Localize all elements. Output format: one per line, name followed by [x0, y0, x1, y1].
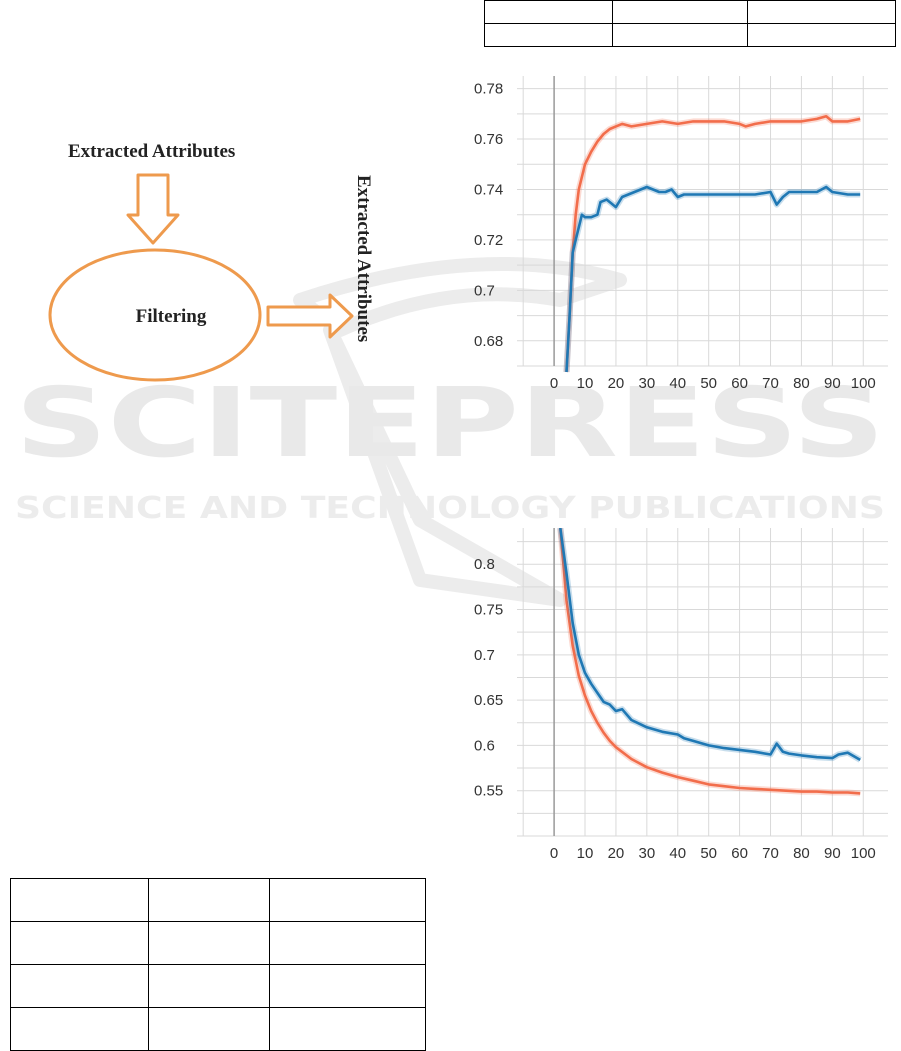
filtering-ellipse — [48, 248, 262, 382]
table-cell — [10, 1007, 149, 1051]
series-0-shadow — [557, 527, 861, 797]
y-tick-label: 0.65 — [474, 692, 503, 709]
table-cell — [10, 921, 149, 965]
x-tick-label: 0 — [550, 375, 558, 392]
chart-bottom-svg: 0 10 20 30 40 50 60 70 80 90 100 0.55 0.6 0.65 0.7 0.75… — [474, 527, 888, 862]
filtering-diagram: Extracted Attributes Filtering Extracted… — [48, 141, 374, 382]
x-tick-label: 80 — [793, 845, 810, 862]
table-cell — [10, 878, 149, 922]
chart-top: 0 10 20 30 40 50 60 70 80 90 100 0.68 0.7 0.72 0.74 0.7… — [462, 76, 888, 404]
x-tick-label: 40 — [669, 845, 686, 862]
x-tick-label: 30 — [639, 845, 656, 862]
table-cell — [611, 23, 749, 47]
bottom-table — [10, 878, 426, 1051]
series-1-shadow — [557, 527, 862, 763]
table-cell — [147, 964, 271, 1008]
top-table — [484, 0, 896, 47]
x-tick-label: 10 — [577, 845, 594, 862]
x-tick-label: 60 — [731, 375, 748, 392]
x-tick-label: 50 — [700, 375, 717, 392]
process-label: Filtering — [136, 306, 207, 327]
x-tick-label: 0 — [550, 845, 558, 862]
table-cell — [484, 0, 613, 24]
y-tick-label: 0.75 — [474, 602, 503, 619]
table-cell — [269, 878, 426, 922]
down-arrow-icon — [126, 173, 180, 245]
table-cell — [611, 0, 749, 24]
x-tick-label: 50 — [700, 845, 717, 862]
x-tick-label: 100 — [851, 375, 876, 392]
y-tick-label: 0.74 — [474, 181, 503, 198]
table-row — [10, 921, 426, 965]
x-tick-label: 20 — [608, 845, 625, 862]
y-tick-label: 0.6 — [474, 737, 495, 754]
x-tick-label: 30 — [639, 375, 656, 392]
chart-bottom: 0 10 20 30 40 50 60 70 80 90 100 0.55 0.6 0.65 0.7 0.75… — [462, 527, 888, 880]
series-1-line — [559, 527, 861, 762]
x-tick-label: 90 — [824, 845, 841, 862]
x-tick-label: 90 — [824, 375, 841, 392]
y-tick-label: 0.7 — [474, 282, 495, 299]
y-tick-label: 0.76 — [474, 131, 503, 148]
table-cell — [147, 921, 271, 965]
table-row — [10, 1007, 426, 1051]
table-cell — [147, 1007, 271, 1051]
series-0-shadow — [563, 113, 861, 373]
x-tick-label: 10 — [577, 375, 594, 392]
table-row — [484, 0, 896, 24]
y-tick-label: 0.68 — [474, 333, 503, 350]
chart-top-svg: 0 10 20 30 40 50 60 70 80 90 100 0.68 0.7 0.72 0.74 0.7… — [474, 76, 888, 392]
y-tick-label: 0.55 — [474, 783, 503, 800]
y-tick-label: 0.7 — [474, 647, 495, 664]
table-cell — [269, 1007, 426, 1051]
input-label: Extracted Attributes — [68, 141, 235, 162]
output-label: Extracted Attributes — [353, 175, 374, 342]
x-tick-label: 100 — [851, 845, 876, 862]
table-cell — [484, 23, 613, 47]
x-tick-label: 70 — [762, 845, 779, 862]
table-cell — [147, 878, 271, 922]
series-0-line — [565, 114, 861, 373]
y-tick-label: 0.72 — [474, 232, 503, 249]
watermark-subtitle: SCIENCE AND TECHNOLOGY PUBLICATIONS — [15, 491, 885, 526]
table-row — [10, 964, 426, 1008]
right-arrow-icon — [266, 293, 354, 339]
x-tick-label: 70 — [762, 375, 779, 392]
table-cell — [269, 964, 426, 1008]
y-tick-label: 0.8 — [474, 556, 495, 573]
table-cell — [269, 921, 426, 965]
table-cell — [10, 964, 149, 1008]
x-tick-label: 60 — [731, 845, 748, 862]
table-cell — [747, 0, 896, 24]
x-tick-label: 80 — [793, 375, 810, 392]
series-1-line — [565, 185, 861, 373]
series-0-line — [559, 527, 861, 795]
table-row — [10, 878, 426, 922]
x-tick-label: 20 — [608, 375, 625, 392]
table-row — [484, 23, 896, 47]
y-tick-label: 0.78 — [474, 81, 503, 98]
x-tick-label: 40 — [669, 375, 686, 392]
table-cell — [747, 23, 896, 47]
